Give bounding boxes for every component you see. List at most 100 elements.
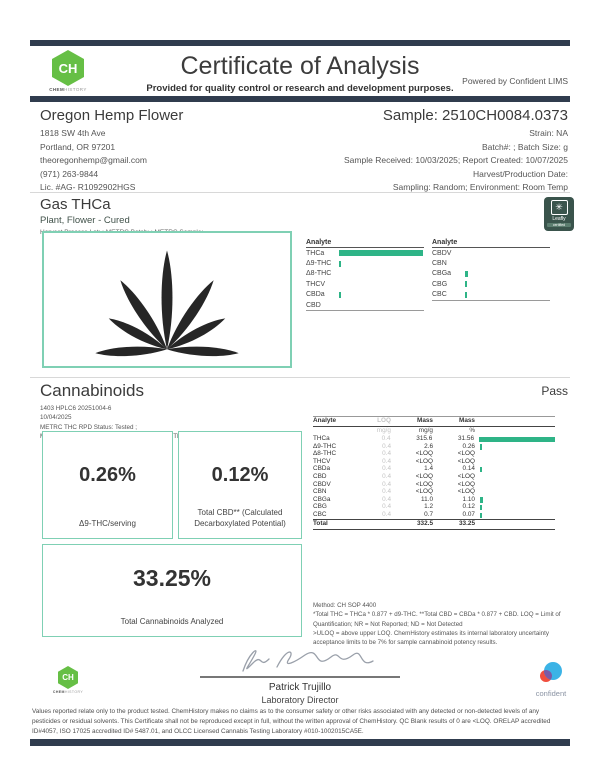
cell-mass-mgg: <LOQ (415, 480, 433, 488)
cell-loq: 0.4 (381, 435, 391, 443)
analyte-label: CBGa (432, 270, 452, 278)
footer-disclaimer: Values reported relate only to the produ… (32, 708, 551, 735)
cell-mass-mgg: 2.6 (424, 442, 433, 450)
cell-loq: 0.4 (382, 503, 391, 511)
leafly-label: Leafly (552, 216, 566, 222)
cell-mass-pct: 0.12 (462, 503, 475, 511)
analyte-label: THCV (306, 280, 326, 288)
cell-analyte: CBDV (313, 480, 331, 488)
table-row: CBD 0.4 <LOQ <LOQ (313, 473, 555, 481)
stat-value: 33.25% (132, 565, 211, 591)
table-header-row: Analyte LOQ Mass Mass (313, 416, 555, 427)
d9-thc-serving-stat-box: 0.26% Δ9-THC/serving (42, 431, 173, 539)
cell-mass-mgg: <LOQ (415, 457, 433, 465)
analyte-bar (339, 260, 341, 267)
cell-loq: LOQ (377, 417, 391, 425)
chemhistory-wordmark: CHEMHISTORY (40, 87, 96, 92)
client-info-line: theoregonhemp@gmail.com (40, 155, 147, 166)
product-name: Gas THCa (40, 196, 111, 213)
cell-mass-mgg: 332.5 (417, 520, 433, 528)
client-info-block: Oregon Hemp Flower 1818 SW 4th Ave Portla… (40, 107, 183, 195)
client-info-lines: 1818 SW 4th Ave Portland, OR 97201 theoreg… (40, 127, 183, 195)
cell-loq: 0.4 (382, 480, 391, 488)
wordmark-chem: CHEM (49, 87, 65, 92)
header-divider-bar (30, 96, 570, 102)
table-row: CBDV 0.4 <LOQ <LOQ (313, 481, 555, 489)
wordmark-history: HISTORY (64, 690, 84, 694)
sample-id: Sample: 2510CH0084.0373 (382, 107, 568, 124)
sample-info-lines: Strain: NA Batch#: ; Batch Size: g Sample … (344, 127, 568, 195)
pass-status-label: Pass (541, 384, 568, 398)
cell-analyte: CBDa (313, 465, 331, 473)
cell-mass-mgg: <LOQ (415, 488, 433, 496)
leafly-certified-label: certified (547, 223, 571, 227)
analyte-bar (480, 444, 482, 450)
table-total-row: Total 332.5 33.25 (313, 519, 555, 531)
cell-mass-pct: 1.10 (462, 495, 475, 503)
cell-analyte: Analyte (313, 417, 337, 425)
mini-chart-header: Analyte (306, 239, 424, 248)
product-block: Gas THCa Plant, Flower - Cured Harvest P… (40, 196, 203, 236)
powered-by-label: Powered by Confident LIMS (462, 76, 568, 86)
mini-chart-row: Δ8-THC (306, 269, 424, 279)
cell-mass-pct: 33.25 (459, 520, 475, 528)
mini-chart-header: Analyte (432, 239, 550, 248)
analyte-bar (465, 270, 468, 277)
metrc-status-line: METRC THC RPD Status: Tested ; (40, 423, 138, 431)
metrc-status-line: 10/04/2025 (40, 414, 72, 422)
section-divider (30, 192, 570, 193)
cell-bar (475, 504, 555, 511)
cell-mass-pct: 0.14 (462, 465, 475, 473)
analyte-bar (339, 291, 341, 298)
sample-info-block: Sample: 2510CH0084.0373 Strain: NA Batch#… (344, 107, 568, 195)
cannabinoids-section-title: Cannabinoids (40, 381, 144, 400)
table-row: CBGa 0.4 11.0 1.10 (313, 496, 555, 504)
metrc-status-line: 1403 HPLC6 20251004-6 (40, 405, 112, 412)
cell-loq: 0.4 (382, 495, 391, 503)
table-units-row: mg/g mg/g% (313, 427, 555, 436)
bottom-divider-bar (30, 739, 570, 746)
client-info-line: Lic. #AG- R1092902HGS (40, 182, 136, 193)
analyte-bar (480, 466, 482, 473)
cannabis-leaf-icon (95, 250, 239, 357)
mini-chart-row: CBDa (306, 290, 424, 300)
cell-mass-mgg: mg/g (418, 427, 433, 435)
cell-analyte: Total (313, 520, 328, 528)
client-info-line: (971) 263-9844 (40, 168, 99, 179)
cell-bar (475, 466, 555, 473)
stat-value: 0.26% (79, 464, 136, 486)
mini-chart-row: Δ9-THC (306, 258, 424, 268)
cell-analyte: CBN (313, 488, 327, 496)
cell-analyte: THCV (313, 457, 331, 465)
cell-loq: 0.4 (382, 450, 391, 458)
chemhistory-wordmark: CHEMHISTORY (46, 690, 90, 694)
method-note-line: Method: CH SOP 4400 (313, 602, 377, 609)
document-subtitle: Provided for quality control or research… (146, 83, 454, 94)
analyte-bar (480, 497, 483, 503)
cell-mass-mgg: Mass (417, 417, 433, 425)
table-row: THCV 0.4 <LOQ <LOQ (313, 458, 555, 466)
cell-analyte: CBG (313, 503, 327, 511)
cell-mass-mgg: <LOQ (415, 450, 433, 458)
method-note-line: *Total THC = THCa * 0.877 + d9-THC. **To… (313, 611, 561, 619)
stat-label: Total CBD** (Calculated Decarboxylated P… (194, 508, 286, 529)
leafly-badge: ✳ Leafly certified (544, 197, 574, 231)
method-notes: Method: CH SOP 4400 *Total THC = THCa * 0… (313, 601, 579, 647)
cell-loq: 0.4 (382, 511, 391, 519)
sample-info-line: Sampling: Random; Environment: Room Temp (392, 182, 568, 193)
logo-initials: CH (62, 673, 74, 682)
mini-chart-row: THCa (306, 248, 424, 258)
analyte-label: CBN (432, 260, 447, 268)
leafly-leaf-icon: ✳ (550, 200, 568, 215)
cell-loq: 0.4 (382, 473, 391, 481)
signatory-title: Laboratory Director (261, 694, 339, 705)
analyte-bar (339, 250, 423, 257)
cell-bar (475, 444, 555, 450)
signatory-name: Patrick Trujillo (268, 681, 332, 693)
chemhistory-logo: CH CHEMHISTORY (40, 50, 96, 92)
analyte-bar (465, 291, 467, 298)
cell-mass-mgg: 315.6 (416, 435, 433, 443)
cell-mass-pct: 31.56 (458, 435, 474, 443)
signature-rule (200, 676, 400, 678)
